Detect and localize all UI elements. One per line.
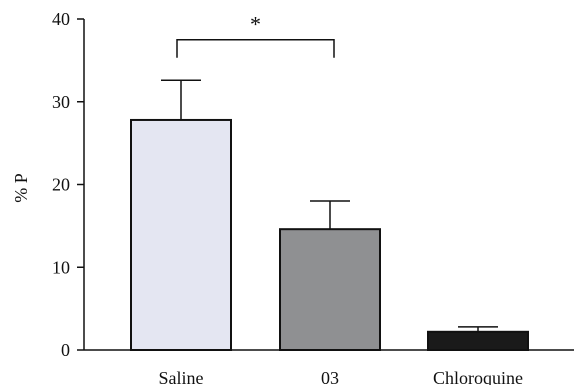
bar-saline bbox=[130, 118, 232, 351]
x-category-label: 03 bbox=[321, 368, 339, 385]
error-bars bbox=[161, 79, 498, 332]
significance-bracket: * bbox=[176, 12, 335, 58]
significance-star: * bbox=[250, 12, 261, 37]
y-tick-label: 0 bbox=[61, 340, 70, 360]
bar-03 bbox=[279, 228, 381, 351]
x-category-label: Chloroquine bbox=[433, 368, 523, 385]
y-tick-label: 20 bbox=[52, 175, 70, 195]
bar-chloroquine bbox=[427, 330, 529, 352]
y-tick-label: 40 bbox=[52, 9, 70, 29]
bars bbox=[130, 118, 529, 352]
y-axis-label: % P bbox=[11, 173, 31, 203]
x-category-labels: Saline 03 Chloroquine bbox=[159, 368, 524, 388]
y-tick-label: 30 bbox=[52, 92, 70, 112]
significance-bracket-line bbox=[176, 38, 335, 58]
y-ticks: 0 10 20 30 40 bbox=[52, 9, 84, 360]
y-tick-label: 10 bbox=[52, 257, 70, 277]
x-category-label: Saline bbox=[159, 368, 204, 385]
